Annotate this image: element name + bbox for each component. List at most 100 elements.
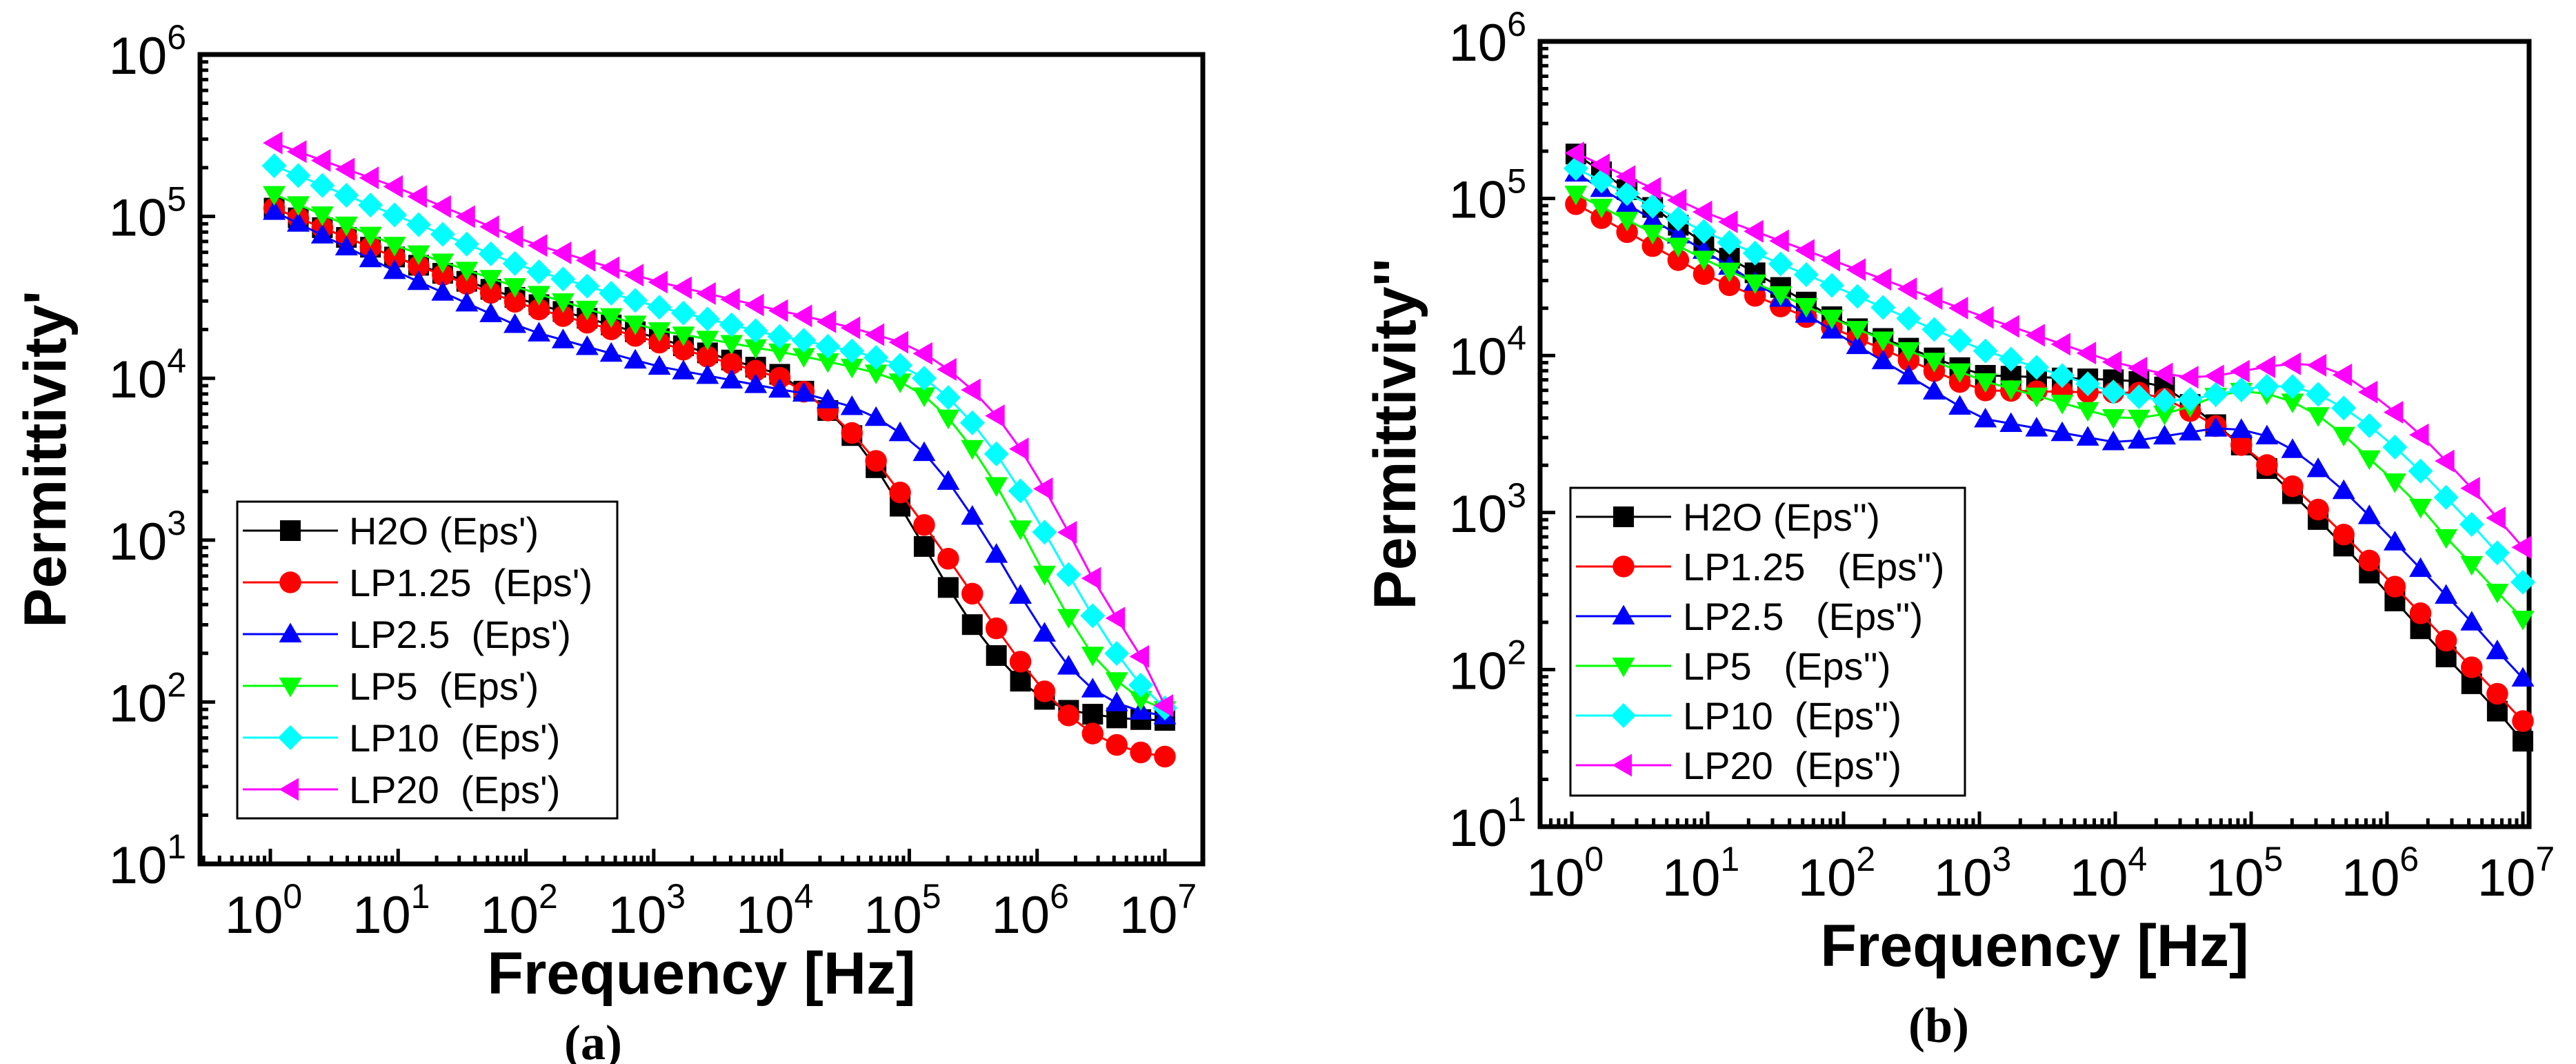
data-point — [2357, 450, 2381, 471]
x-tick-base: 10 — [1934, 849, 1993, 907]
data-point — [2024, 355, 2049, 380]
data-point — [815, 333, 841, 359]
data-point — [335, 216, 358, 237]
data-point — [1846, 321, 1869, 341]
data-point — [503, 313, 527, 333]
data-point — [431, 281, 455, 301]
legend-marker — [1613, 506, 1634, 527]
data-point — [1717, 230, 1742, 255]
data-point — [286, 163, 311, 188]
data-point — [1666, 188, 1687, 212]
legend-label: LP2.5 (Eps') — [349, 613, 571, 656]
y-axis-title: Permittivity'' — [1362, 258, 1428, 609]
panel-label: (a) — [564, 1015, 622, 1064]
data-point — [431, 253, 455, 273]
data-point — [2357, 413, 2382, 438]
data-point — [2025, 417, 2048, 437]
data-point — [2230, 359, 2250, 383]
data-point — [719, 312, 744, 337]
data-point — [550, 266, 576, 292]
x-tick-label: 101 — [352, 877, 430, 945]
x-tick-exponent: 7 — [1177, 877, 1197, 916]
legend-label: LP2.5 (Eps'') — [1683, 595, 1923, 638]
data-point — [768, 377, 792, 398]
data-point — [2025, 324, 2045, 347]
data-point — [454, 231, 479, 257]
data-point — [744, 359, 767, 382]
data-point — [1130, 741, 1152, 764]
data-point — [961, 614, 983, 636]
data-point — [1129, 691, 1152, 711]
data-point — [792, 348, 815, 368]
data-point — [1922, 353, 1946, 373]
series-circle — [263, 197, 1176, 768]
data-point — [937, 357, 957, 381]
x-tick-exponent: 2 — [1856, 840, 1875, 878]
y-tick-base: 10 — [109, 674, 168, 733]
data-point — [913, 535, 935, 557]
series-triangle-up — [263, 200, 1177, 725]
data-point — [2203, 382, 2228, 407]
series-triangle-left — [1564, 141, 2531, 559]
x-tick-base: 10 — [480, 886, 539, 945]
data-point — [696, 364, 719, 384]
data-point — [2101, 351, 2122, 374]
legend-box — [1569, 486, 1966, 797]
data-point — [1871, 331, 1895, 351]
data-point — [479, 302, 503, 322]
x-tick-exponent: 3 — [666, 877, 686, 916]
panel-a-chart: 100 101 102 103 104 105 106 1071011021031041051… — [12, 18, 1206, 1064]
data-point — [1692, 200, 1713, 224]
data-point — [1742, 240, 1768, 266]
data-point — [913, 514, 935, 536]
data-point — [1922, 287, 1943, 311]
legend-label: LP1.25 (Eps') — [349, 561, 592, 604]
data-point — [551, 328, 575, 348]
data-point — [841, 422, 863, 444]
data-point — [1615, 181, 1640, 206]
data-point — [526, 259, 552, 284]
y-tick-label: 102 — [109, 665, 186, 733]
x-tick-label: 100 — [225, 877, 302, 945]
data-point — [1105, 607, 1126, 630]
data-point — [383, 237, 406, 257]
data-point — [1032, 520, 1057, 545]
data-point — [2486, 682, 2508, 705]
data-point — [2101, 380, 2126, 405]
data-point — [431, 195, 451, 218]
x-tick-base: 10 — [2477, 849, 2536, 907]
x-tick-base: 10 — [1526, 849, 1585, 907]
plot-frame — [197, 52, 1206, 867]
data-point — [2461, 656, 2483, 678]
data-point — [935, 385, 961, 411]
data-point — [1948, 296, 1968, 319]
x-tick-label: 105 — [2206, 840, 2283, 907]
data-point — [1692, 250, 1715, 270]
data-point — [599, 342, 623, 362]
data-point — [335, 235, 358, 256]
panel-b-chart: 100 101 102 103 104 105 106 1071011021031041051… — [1362, 5, 2555, 1053]
data-point — [1081, 567, 1101, 590]
data-point — [2306, 457, 2330, 477]
data-point — [406, 212, 431, 237]
data-point — [1973, 338, 1998, 364]
data-point — [479, 215, 499, 239]
data-point — [840, 358, 863, 379]
data-point — [2384, 575, 2406, 598]
y-tick-label: 104 — [109, 342, 186, 409]
data-point — [1998, 346, 2024, 372]
data-point — [2101, 431, 2125, 451]
legend-label: LP20 (Eps') — [349, 768, 560, 811]
data-point — [2127, 356, 2148, 380]
data-point — [1033, 680, 1056, 702]
data-point — [479, 282, 502, 304]
y-tick-base: 10 — [109, 351, 168, 409]
data-point — [672, 338, 695, 361]
data-point — [263, 186, 286, 206]
y-tick-exponent: 3 — [1507, 476, 1526, 515]
data-point — [1616, 221, 1638, 244]
data-point — [1008, 478, 1033, 504]
data-point — [937, 548, 959, 570]
data-point — [2511, 667, 2535, 687]
y-tick-label: 106 — [109, 18, 186, 86]
